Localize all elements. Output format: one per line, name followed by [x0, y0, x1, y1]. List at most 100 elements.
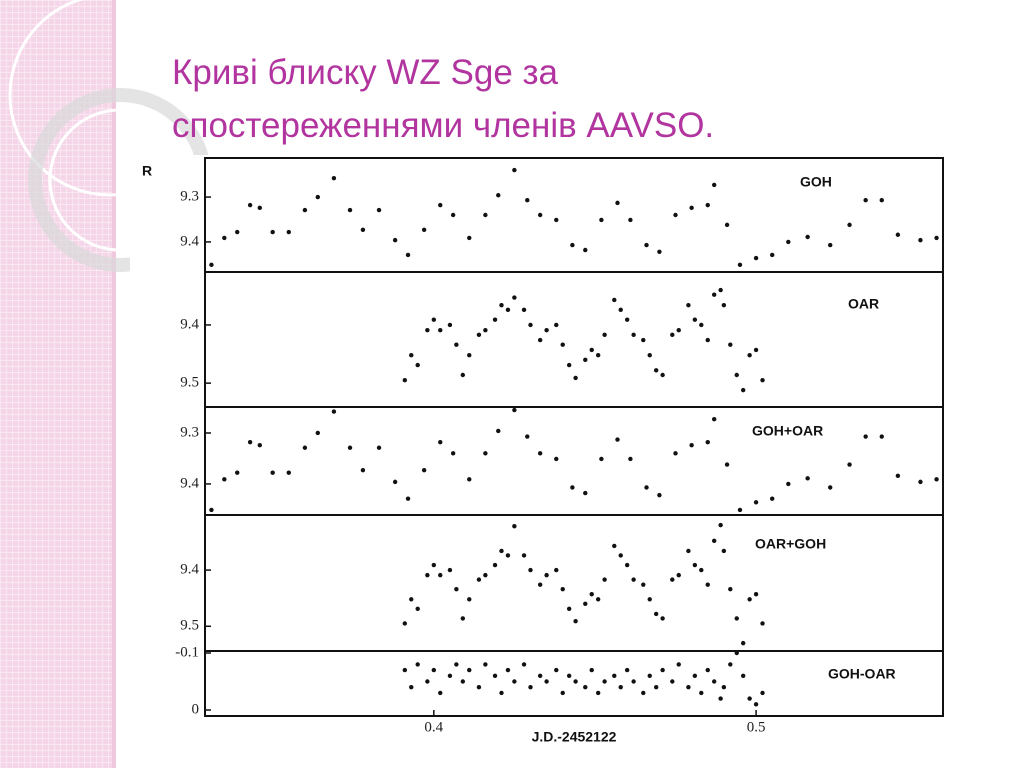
- data-point: [402, 378, 408, 383]
- data-point: [589, 592, 594, 597]
- data-point: [692, 317, 698, 322]
- data-point: [415, 362, 420, 368]
- data-point: [425, 572, 430, 578]
- data-point: [270, 470, 275, 475]
- data-point: [753, 500, 759, 505]
- data-point: [602, 332, 607, 338]
- data-point: [483, 572, 488, 578]
- data-point: [544, 679, 549, 684]
- data-point: [760, 378, 765, 383]
- data-point: [692, 673, 698, 679]
- data-point: [512, 407, 517, 413]
- data-point: [573, 679, 578, 684]
- data-point: [460, 372, 466, 378]
- data-point: [496, 428, 501, 434]
- data-point: [728, 586, 733, 592]
- data-point: [544, 327, 549, 333]
- data-point: [467, 353, 472, 358]
- data-point: [705, 337, 710, 343]
- data-point: [711, 182, 717, 188]
- data-point: [721, 685, 727, 690]
- data-point: [612, 297, 617, 303]
- data-point: [934, 477, 939, 482]
- data-point: [438, 439, 443, 445]
- data-point: [560, 690, 565, 696]
- data-point: [728, 342, 733, 347]
- y-tick-label: 9.4: [180, 233, 199, 249]
- data-point: [566, 362, 572, 368]
- data-point: [331, 175, 337, 181]
- data-point: [583, 601, 588, 606]
- data-point: [641, 690, 646, 696]
- series-label: GOH-OAR: [828, 666, 896, 682]
- data-point: [753, 592, 759, 597]
- data-point: [673, 212, 678, 218]
- data-point: [286, 470, 291, 475]
- data-point: [544, 572, 549, 578]
- data-point: [376, 207, 382, 213]
- data-point: [454, 662, 459, 667]
- data-point: [847, 462, 852, 467]
- data-point: [737, 507, 743, 513]
- data-point: [660, 372, 665, 378]
- data-point: [747, 353, 752, 358]
- data-point: [257, 205, 262, 211]
- data-point: [699, 322, 704, 328]
- data-point: [554, 567, 559, 573]
- data-point: [660, 667, 665, 673]
- data-point: [686, 548, 691, 554]
- data-point: [660, 616, 665, 621]
- data-point: [512, 524, 517, 529]
- data-point: [537, 582, 543, 587]
- deco-circle: [8, 0, 212, 197]
- data-point: [753, 255, 759, 261]
- data-point: [879, 434, 884, 439]
- data-point: [641, 337, 646, 343]
- x-tick-label: 0.4: [424, 719, 443, 735]
- data-point: [805, 476, 810, 481]
- data-point: [476, 577, 482, 582]
- data-point: [934, 235, 939, 241]
- data-point: [392, 479, 398, 485]
- data-point: [409, 353, 414, 358]
- data-point: [438, 202, 443, 208]
- data-point: [847, 222, 852, 228]
- data-point: [570, 485, 575, 490]
- data-point: [918, 237, 923, 243]
- data-point: [895, 232, 901, 237]
- data-point: [438, 690, 443, 696]
- data-point: [615, 437, 620, 442]
- data-point: [528, 685, 533, 690]
- data-point: [583, 357, 588, 363]
- data-point: [483, 662, 488, 667]
- data-point: [863, 434, 868, 439]
- data-point: [360, 467, 366, 473]
- data-point: [257, 443, 262, 448]
- data-point: [711, 538, 717, 544]
- data-point: [376, 445, 382, 450]
- data-point: [647, 597, 652, 602]
- y-tick-label: 9.4: [180, 562, 199, 578]
- data-point: [589, 347, 594, 353]
- data-point: [718, 522, 723, 528]
- data-point: [676, 572, 681, 578]
- x-tick-label: 0.5: [747, 719, 766, 735]
- data-point: [554, 322, 559, 328]
- y-tick-label: 0: [192, 701, 200, 717]
- data-point: [505, 307, 511, 313]
- data-point: [409, 685, 414, 690]
- data-point: [235, 229, 240, 235]
- data-point: [760, 690, 765, 696]
- data-point: [222, 477, 227, 482]
- data-point: [644, 485, 649, 490]
- data-point: [721, 302, 727, 308]
- y-tick-label: 9.5: [180, 375, 199, 391]
- data-point: [595, 353, 601, 358]
- data-point: [653, 368, 659, 373]
- data-point: [402, 621, 408, 626]
- data-point: [734, 650, 739, 656]
- data-point: [331, 409, 337, 414]
- data-point: [405, 496, 411, 501]
- data-point: [447, 673, 453, 679]
- data-point: [566, 673, 572, 679]
